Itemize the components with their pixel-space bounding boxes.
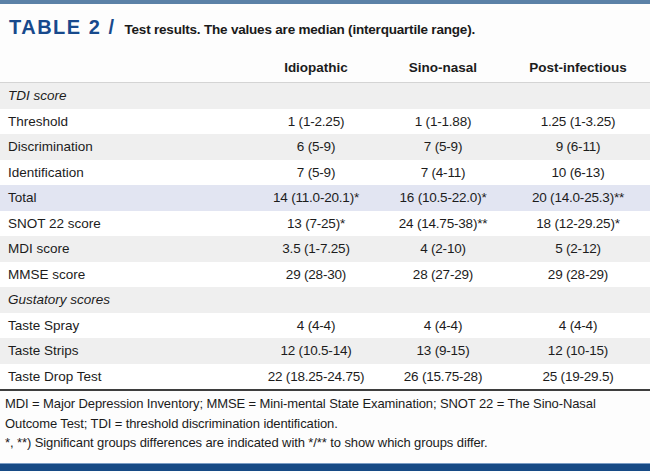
row-value: 12 (10-15)	[506, 343, 650, 358]
row-value: 22 (18.25-24.75)	[252, 369, 380, 384]
row-value: 9 (6-11)	[506, 139, 650, 154]
bottom-accent-rule	[0, 463, 650, 471]
table-title: TABLE 2 / Test results. The values are m…	[9, 16, 642, 39]
row-value: 13 (7-25)*	[252, 216, 380, 231]
row-value: 4 (4-4)	[380, 318, 506, 333]
column-header-row: Idiopathic Sino-nasal Post-infectious	[0, 54, 650, 80]
table-row-threshold: Threshold 1 (1-2.25) 1 (1-1.88) 1.25 (1-…	[0, 109, 650, 135]
table-row-taste-spray: Taste Spray 4 (4-4) 4 (4-4) 4 (4-4)	[0, 313, 650, 339]
column-header-sino-nasal: Sino-nasal	[380, 60, 506, 75]
row-value: 4 (2-10)	[380, 241, 506, 256]
table-row-mdi: MDI score 3.5 (1-7.25) 4 (2-10) 5 (2-12)	[0, 236, 650, 262]
row-label: Identification	[0, 165, 252, 180]
row-label: Taste Spray	[0, 318, 252, 333]
row-label: MDI score	[0, 241, 252, 256]
table-footnotes: MDI = Major Depression Inventory; MMSE =…	[5, 394, 645, 453]
row-value: 7 (4-11)	[380, 165, 506, 180]
table-row-total: Total 14 (11.0-20.1)* 16 (10.5-22.0)* 20…	[0, 185, 650, 211]
table-row-identification: Identification 7 (5-9) 7 (4-11) 10 (6-13…	[0, 160, 650, 186]
table-row-snot22: SNOT 22 score 13 (7-25)* 24 (14.75-38)**…	[0, 211, 650, 237]
row-value: 18 (12-29.25)*	[506, 216, 650, 231]
row-value: 1 (1-1.88)	[380, 114, 506, 129]
column-header-post-infectious: Post-infectious	[506, 60, 650, 75]
row-value: 4 (4-4)	[252, 318, 380, 333]
column-header-idiopathic: Idiopathic	[252, 60, 380, 75]
row-value: 16 (10.5-22.0)*	[380, 190, 506, 205]
row-label: TDI score	[0, 88, 252, 103]
row-value: 13 (9-15)	[380, 343, 506, 358]
row-value: 26 (15.75-28)	[380, 369, 506, 384]
row-label: Taste Strips	[0, 343, 252, 358]
row-label: Gustatory scores	[0, 292, 252, 307]
row-label: MMSE score	[0, 267, 252, 282]
row-value: 24 (14.75-38)**	[380, 216, 506, 231]
row-value: 10 (6-13)	[506, 165, 650, 180]
row-value: 20 (14.0-25.3)**	[506, 190, 650, 205]
results-table: TDI score Threshold 1 (1-2.25) 1 (1-1.88…	[0, 82, 650, 391]
table-row-section-tdi: TDI score	[0, 83, 650, 109]
row-value: 7 (5-9)	[252, 165, 380, 180]
row-label: Total	[0, 190, 252, 205]
row-value: 28 (27-29)	[380, 267, 506, 282]
row-value: 1.25 (1-3.25)	[506, 114, 650, 129]
row-value: 29 (28-30)	[252, 267, 380, 282]
footnote-abbreviations: MDI = Major Depression Inventory; MMSE =…	[5, 394, 645, 433]
table-row-taste-drop-test: Taste Drop Test 22 (18.25-24.75) 26 (15.…	[0, 364, 650, 390]
footnote-significance: *, **) Significant groups differences ar…	[5, 433, 645, 453]
row-value: 3.5 (1-7.25)	[252, 241, 380, 256]
row-value: 25 (19-29.5)	[506, 369, 650, 384]
row-value: 14 (11.0-20.1)*	[252, 190, 380, 205]
row-value: 5 (2-12)	[506, 241, 650, 256]
row-value: 12 (10.5-14)	[252, 343, 380, 358]
row-label: Taste Drop Test	[0, 369, 252, 384]
row-value: 7 (5-9)	[380, 139, 506, 154]
row-value: 1 (1-2.25)	[252, 114, 380, 129]
row-label: Threshold	[0, 114, 252, 129]
table-number-label: TABLE 2 /	[9, 16, 115, 39]
table-row-mmse: MMSE score 29 (28-30) 28 (27-29) 29 (28-…	[0, 262, 650, 288]
top-accent-rule	[0, 0, 650, 4]
row-label: SNOT 22 score	[0, 216, 252, 231]
row-value: 29 (28-29)	[506, 267, 650, 282]
table-row-discrimination: Discrimination 6 (5-9) 7 (5-9) 9 (6-11)	[0, 134, 650, 160]
row-label: Discrimination	[0, 139, 252, 154]
row-value: 4 (4-4)	[506, 318, 650, 333]
table-caption: Test results. The values are median (int…	[124, 22, 475, 37]
table-row-taste-strips: Taste Strips 12 (10.5-14) 13 (9-15) 12 (…	[0, 338, 650, 364]
table-row-section-gustatory: Gustatory scores	[0, 287, 650, 313]
row-value: 6 (5-9)	[252, 139, 380, 154]
